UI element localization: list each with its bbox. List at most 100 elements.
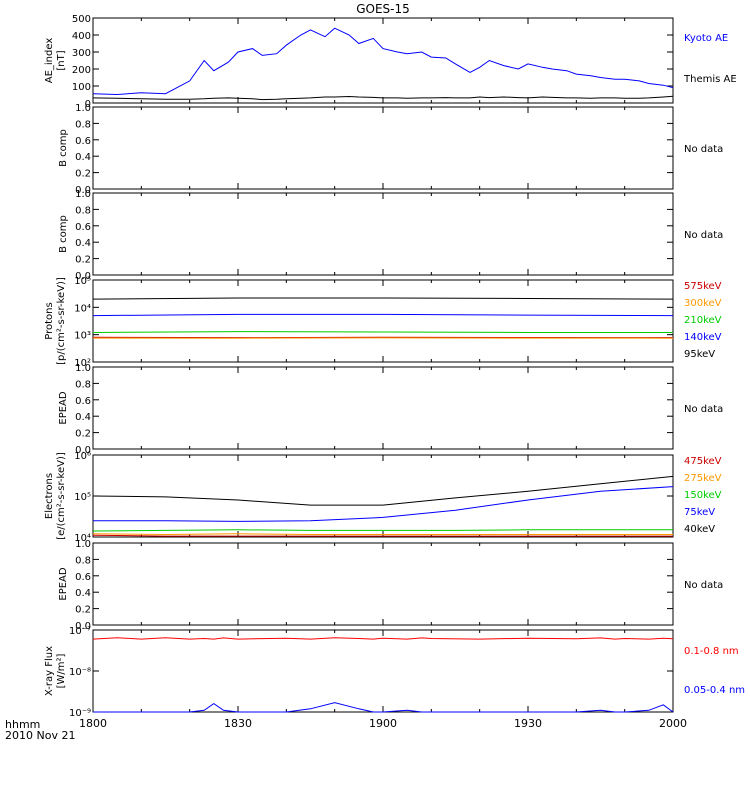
- y-tick-label: 10⁻⁸: [69, 667, 91, 678]
- no-data-label: No data: [684, 404, 723, 415]
- y-tick-label: 10³: [74, 331, 91, 342]
- y-tick-label: 0: [85, 99, 91, 110]
- y-axis-label: X-ray Flux: [44, 646, 55, 696]
- y-tick-label: 0.4: [75, 152, 91, 163]
- y-tick-label: 10⁴: [74, 533, 91, 544]
- panel-bcomp1: 0.0 0.2 0.4 0.6 0.8 1.0 B comp No data: [58, 103, 723, 196]
- legend-entry: 140keV: [684, 332, 722, 343]
- y-tick-label: 0.2: [75, 169, 91, 180]
- y-tick-label: 1.0: [75, 363, 91, 374]
- y-tick-label: 10⁻⁷: [69, 626, 91, 637]
- y-tick-label: 10²: [74, 358, 91, 369]
- series-line-150kev: [92, 529, 673, 532]
- panel-xray: 10⁻⁹ 10⁻⁸ 10⁻⁷ X-ray Flux [W/m²] 0.1-0.8 nm 0.…: [44, 626, 745, 719]
- series-line-themis-ae: [92, 95, 674, 101]
- panel-frame: [92, 192, 674, 276]
- y-axis-label: EPEAD: [58, 567, 69, 601]
- y-tick-label: 10⁵: [74, 276, 91, 287]
- series-line-475kev: [92, 534, 673, 537]
- no-data-label: No data: [684, 144, 723, 155]
- legend-entry: 95keV: [684, 349, 715, 360]
- series-line-75kev: [93, 486, 674, 522]
- y-tick-label: 0.0: [75, 621, 91, 632]
- panel-protons: 10² 10³ 10⁴ 10⁵ Protons [p/(cm²-s-sr-keV)] 575…: [44, 276, 722, 369]
- series-line-40kev: [92, 475, 674, 506]
- legend-entry: 475keV: [684, 456, 722, 467]
- panel-frame: [92, 629, 674, 713]
- legend-entry: 75keV: [684, 507, 715, 518]
- y-tick-label: 0.6: [75, 222, 91, 233]
- y-axis-label: Electrons: [44, 473, 55, 519]
- legend-entry: 150keV: [684, 490, 722, 501]
- y-tick-label: 0.8: [75, 119, 91, 130]
- y-axis-label: B comp: [58, 215, 69, 253]
- y-tick-label: 400: [72, 31, 91, 42]
- panels-group: 0 100 200 300 400 500 AE_index [nT] Kyoto AE Them…: [44, 14, 745, 719]
- time-tick-label: 1800: [79, 717, 107, 730]
- y-tick-label: 0.0: [75, 185, 91, 196]
- y-axis-label: [e/(cm²-s-sr-keV)]: [56, 452, 67, 540]
- y-tick-label: 0.0: [75, 271, 91, 282]
- no-data-label: No data: [684, 580, 723, 591]
- series-line-0-1-0-8-nm: [92, 637, 674, 640]
- y-tick-label: 10⁶: [74, 451, 91, 462]
- y-tick-label: 0.4: [75, 238, 91, 249]
- panel-frame: [92, 17, 674, 104]
- legend-entry: Kyoto AE: [684, 33, 728, 44]
- y-tick-label: 300: [72, 48, 91, 59]
- y-tick-label: 0.8: [75, 205, 91, 216]
- y-tick-label: 100: [72, 82, 91, 93]
- legend-entry: 210keV: [684, 315, 722, 326]
- panel-epead1: 0.0 0.2 0.4 0.6 0.8 1.0 EPEAD No data: [58, 363, 723, 456]
- y-tick-label: 10⁴: [74, 303, 91, 314]
- y-tick-label: 500: [72, 14, 91, 25]
- y-axis-label: Protons: [44, 302, 55, 339]
- time-tick-label: 2000: [659, 717, 687, 730]
- y-tick-label: 0.4: [75, 588, 91, 599]
- legend-entry: 0.1-0.8 nm: [684, 646, 739, 657]
- panel-ae: 0 100 200 300 400 500 AE_index [nT] Kyoto AE Them…: [44, 14, 737, 110]
- series-line-140kev: [92, 313, 674, 317]
- y-tick-label: 0.2: [75, 605, 91, 616]
- y-tick-label: 0.2: [75, 429, 91, 440]
- legend-entry: Themis AE: [683, 74, 737, 85]
- series-line-0-05-0-4-nm: [93, 702, 674, 713]
- y-tick-label: 0.8: [75, 379, 91, 390]
- panel-frame: [92, 106, 674, 190]
- y-axis-label: [nT]: [56, 50, 67, 70]
- panel-frame: [92, 366, 674, 450]
- legend-entry: 575keV: [684, 281, 722, 292]
- legend-entry: 0.05-0.4 nm: [684, 685, 745, 696]
- y-tick-label: 10⁻⁹: [69, 708, 91, 719]
- y-tick-label: 0.4: [75, 412, 91, 423]
- panel-frame: [92, 279, 674, 363]
- no-data-label: No data: [684, 230, 723, 241]
- y-tick-label: 0.2: [75, 255, 91, 266]
- y-tick-label: 1.0: [75, 189, 91, 200]
- figure-title: GOES-15: [356, 2, 410, 16]
- y-axis-label: EPEAD: [58, 391, 69, 425]
- series-line-kyoto-ae: [92, 27, 674, 96]
- time-axis: 1800 1830 1900 1930 2000: [79, 717, 687, 730]
- panel-electrons: 10⁴ 10⁵ 10⁶ Electrons [e/(cm²-s-sr-keV)] 475k…: [44, 451, 722, 544]
- y-tick-label: 10⁵: [74, 492, 91, 503]
- date-label: 2010 Nov 21: [5, 729, 75, 742]
- panel-bcomp2: 0.0 0.2 0.4 0.6 0.8 1.0 B comp No data: [58, 189, 723, 282]
- y-tick-label: 0.6: [75, 572, 91, 583]
- panel-frame: [92, 454, 674, 538]
- y-axis-label: B comp: [58, 129, 69, 167]
- y-tick-label: 1.0: [75, 539, 91, 550]
- y-tick-label: 0.0: [75, 445, 91, 456]
- y-tick-label: 200: [72, 65, 91, 76]
- panel-frame: [92, 542, 674, 626]
- y-tick-label: 0.6: [75, 396, 91, 407]
- panel-epead2: 0.0 0.2 0.4 0.6 0.8 1.0 EPEAD No data: [58, 539, 723, 632]
- series-line-275kev: [92, 533, 673, 536]
- legend-entry: 275keV: [684, 473, 722, 484]
- legend-entry: 300keV: [684, 298, 722, 309]
- y-tick-label: 0.6: [75, 136, 91, 147]
- y-axis-label: [W/m²]: [56, 653, 67, 688]
- y-axis-label: AE_index: [44, 38, 55, 84]
- series-line-210kev: [92, 331, 673, 333]
